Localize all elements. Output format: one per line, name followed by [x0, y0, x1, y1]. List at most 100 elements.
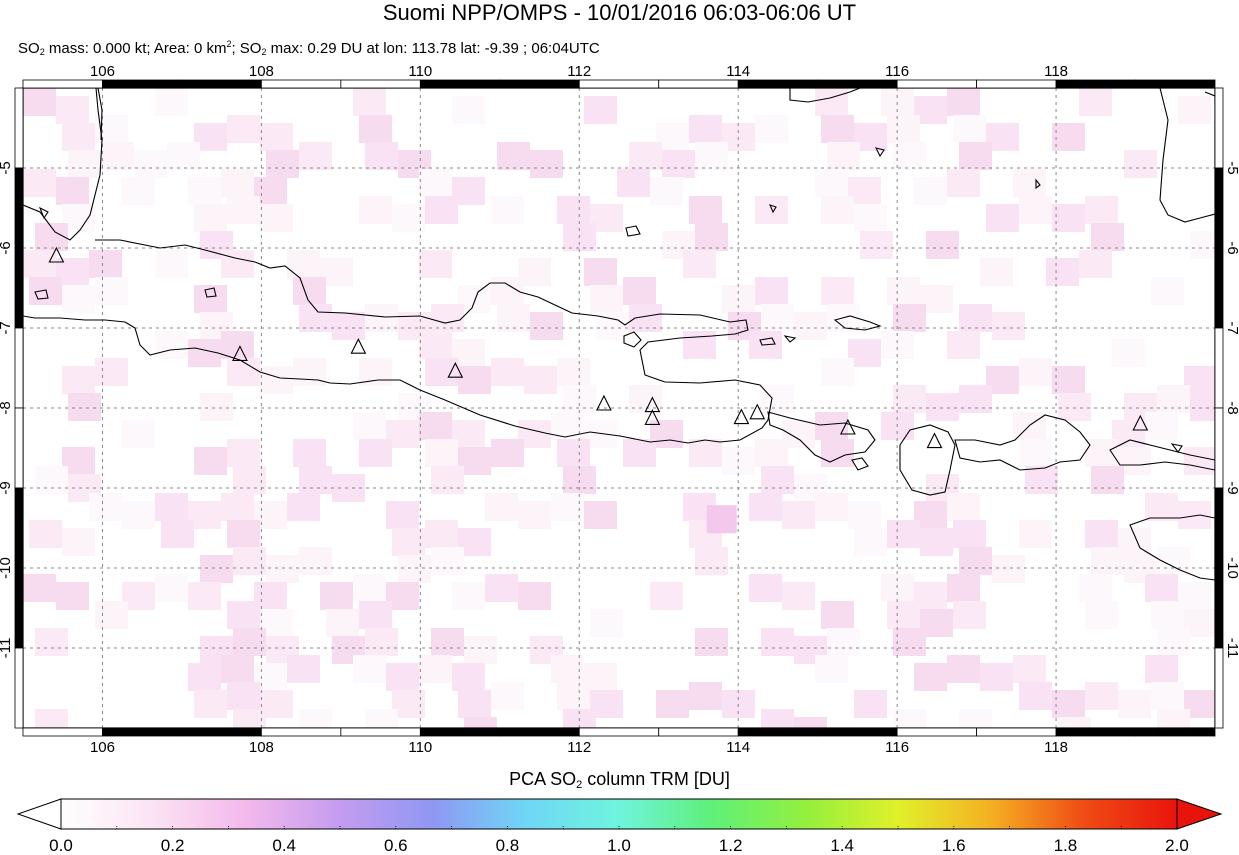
so2-pixel	[821, 601, 854, 629]
so2-pixel	[953, 601, 986, 629]
so2-pixel	[431, 628, 464, 656]
frame-bar-top	[737, 79, 819, 89]
so2-pixel	[689, 115, 722, 143]
so2-pixel	[755, 196, 788, 224]
volcano-marker	[733, 408, 750, 425]
lat-tick-label-left: -6	[0, 241, 14, 254]
so2-pixel	[95, 277, 128, 305]
so2-pixel	[299, 142, 332, 170]
so2-pixel	[920, 528, 953, 556]
colorbar-title-subscript: 2	[576, 779, 583, 791]
so2-pixel	[266, 555, 299, 583]
so2-pixel	[359, 358, 392, 386]
so2-pixel	[893, 385, 926, 413]
so2-pixel	[419, 250, 452, 278]
so2-pixel	[23, 169, 56, 197]
so2-pixel	[926, 393, 959, 421]
colorbar-tick-label: 0.8	[496, 836, 520, 855]
volcano-marker	[839, 418, 856, 435]
so2-pixel	[1013, 655, 1046, 683]
so2-pixel	[293, 439, 326, 467]
so2-pixel	[365, 709, 398, 728]
colorbar-tick-label: 0.6	[384, 836, 408, 855]
km2-superscript: 2	[226, 39, 232, 49]
so2-pixel	[1013, 169, 1046, 197]
so2-pixel	[365, 304, 398, 332]
frame-bar-right	[1214, 87, 1224, 169]
so2-pixel	[452, 582, 485, 610]
volcano-marker	[447, 361, 464, 378]
so2-pixel	[227, 196, 260, 224]
so2-pixel	[893, 142, 926, 170]
lon-tick-label-top: 118	[1044, 63, 1068, 80]
frame-bar-bottom	[340, 727, 421, 737]
so2-pixel	[419, 412, 452, 440]
so2-pixel	[95, 358, 128, 386]
so2-pixel	[1052, 690, 1085, 718]
so2-pixel	[419, 169, 452, 197]
so2-pixel	[821, 196, 854, 224]
so2-pixel	[761, 466, 794, 494]
volcano-marker	[596, 394, 612, 411]
lon-tick-label-bottom: 106	[90, 739, 115, 756]
so2-pixel	[326, 609, 359, 637]
so2-pixel	[122, 177, 155, 205]
so2-pixel	[755, 115, 788, 143]
map-title: Suomi NPP/OMPS - 10/01/2016 06:03-06:06 …	[382, 0, 857, 25]
frame-bar-bottom	[658, 727, 739, 737]
so2-pixel	[425, 196, 458, 224]
lon-tick-label-bottom: 110	[408, 739, 432, 756]
so2-pixel	[815, 88, 848, 116]
so2-pixel	[947, 331, 980, 359]
frame-bar-bottom	[181, 727, 262, 737]
map-frame	[14, 79, 1224, 737]
frame-bar-right	[1214, 487, 1224, 569]
frame-bar-bottom	[896, 727, 978, 737]
so2-pixel	[1118, 690, 1151, 718]
frame-bar-bottom	[1135, 727, 1216, 737]
so2-pixel	[761, 628, 794, 656]
lat-tick-label-right: -8	[1224, 401, 1239, 414]
so2-pixel	[650, 582, 683, 610]
volcano-markers	[48, 246, 1149, 449]
so2-pixel	[584, 501, 617, 529]
frame-bar-left	[14, 567, 24, 649]
lat-tick-label-right: -7	[1224, 321, 1239, 334]
so2-pixel	[947, 574, 980, 602]
so2-pixel	[431, 547, 464, 575]
so2-pixel	[122, 420, 155, 448]
so2-pixel	[557, 196, 590, 224]
so2-pixel	[914, 663, 947, 691]
so2-mass-area-text: mass: 0.000 kt; Area: 0 km	[44, 40, 227, 57]
so2-pixel	[755, 439, 788, 467]
so2-pixel	[1151, 277, 1184, 305]
so2-subscript: 2	[39, 47, 45, 57]
so2-pixel	[122, 501, 155, 529]
so2-pixel	[821, 115, 854, 143]
frame-bar-top	[102, 79, 183, 89]
frame-bar-top	[658, 79, 739, 89]
so2-pixel	[299, 709, 332, 728]
so2-pixel	[491, 682, 524, 710]
so2-pixel	[386, 501, 419, 529]
so2-pixel	[623, 277, 656, 305]
so2-pixel	[62, 366, 95, 394]
so2-pixel	[1058, 393, 1091, 421]
so2-pixel	[221, 655, 254, 683]
so2-pixel	[887, 520, 920, 548]
so2-pixel	[821, 439, 854, 467]
frame-bar-top	[260, 79, 342, 89]
so2-pixel	[68, 393, 101, 421]
frame-bar-left	[14, 327, 24, 409]
so2-pixel	[590, 609, 623, 637]
so2-pixel	[1058, 717, 1091, 728]
so2-pixel	[683, 250, 716, 278]
so2-pixel	[992, 312, 1025, 340]
frame-bar-bottom	[1055, 727, 1136, 737]
so2-pixel	[260, 123, 293, 151]
lat-tick-label-right: -6	[1224, 241, 1239, 254]
so2-pixel	[656, 690, 689, 718]
so2-pixel	[557, 358, 590, 386]
so2-pixel	[629, 142, 662, 170]
so2-pixel	[914, 177, 947, 205]
